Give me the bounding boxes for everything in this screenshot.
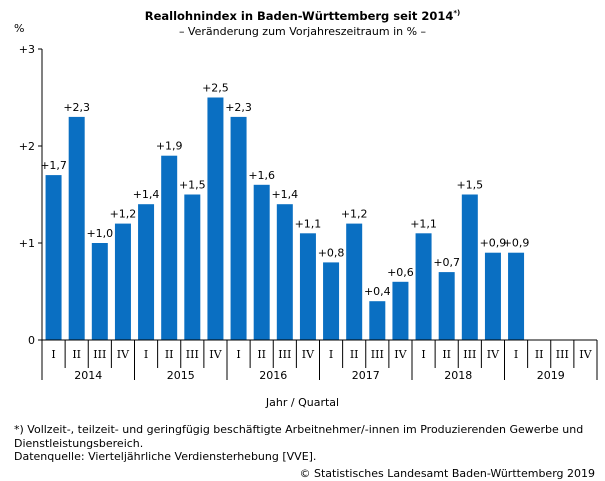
quarter-label: IV [302,348,315,361]
quarter-label: II [165,348,174,361]
value-label: +1,2 [110,208,137,221]
y-axis-unit-label: % [14,22,25,35]
quarter-label: I [329,348,333,361]
year-label: 2015 [167,369,195,382]
quarter-label: III [371,348,384,361]
quarter-label: II [257,348,266,361]
y-tick-label: +2 [19,140,35,153]
value-label: +0,8 [318,246,345,259]
bar [508,252,525,340]
bar [91,243,108,340]
data-source: Datenquelle: Vierteljährliche Verdienste… [14,450,317,463]
quarter-label: III [278,348,291,361]
bar [114,223,131,340]
bar [207,97,224,340]
bar [346,223,363,340]
bar [461,194,478,340]
value-labels: +1,7 +2,3 +1,0 +1,2 +1,4 +1,9 +1,5 +2,5 +2,3 +1,6… [40,82,529,299]
copyright: © Statistisches Landesamt Baden-Württemb… [299,467,595,480]
quarter-label: II [442,348,451,361]
bar [45,175,62,340]
quarter-label: III [93,348,106,361]
quarter-label: I [144,348,148,361]
bar [276,204,293,340]
footnote: *) Vollzeit-, teilzeit- und geringfügig … [14,423,584,450]
quarter-label: III [463,348,476,361]
chart-title: Reallohnindex in Baden-Württemberg seit … [144,9,461,23]
bar [392,281,409,340]
y-tick-label: +3 [19,43,35,56]
quarter-label: III [556,348,569,361]
year-label: 2014 [74,369,102,382]
value-label: +0,4 [364,285,391,298]
value-label: +2,3 [63,101,90,114]
quarter-label: I [51,348,55,361]
value-label: +1,1 [410,217,437,230]
y-tick-label: +1 [19,237,35,250]
quarter-label: II [72,348,81,361]
value-label: +1,4 [271,188,298,201]
value-label: +1,5 [456,179,483,192]
quarter-label: II [350,348,359,361]
bar [484,252,501,340]
quarter-label: I [421,348,425,361]
bar [138,204,155,340]
value-label: +1,4 [133,188,160,201]
quarter-label: IV [394,348,407,361]
value-label: +1,0 [86,227,113,240]
quarter-label: IV [579,348,592,361]
bar [68,116,85,341]
bar [323,262,340,340]
bar [438,272,455,340]
value-label: +0,9 [503,237,530,250]
value-label: +1,7 [40,159,67,172]
bar [415,233,432,340]
year-label: 2019 [537,369,565,382]
bar [299,233,316,340]
quarter-label: II [535,348,544,361]
value-label: +1,9 [156,140,183,153]
y-tick-label: 0 [28,334,35,347]
bar [369,301,386,340]
year-label: 2017 [352,369,380,382]
chart-subtitle: – Veränderung zum Vorjahreszeitraum in %… [178,25,427,38]
title-footnote-mark: *) [453,9,461,18]
y-axis-ticks: 0 +1 +2 +3 [19,43,43,347]
value-label: +2,5 [202,82,229,95]
value-label: +1,2 [341,208,368,221]
quarter-label: IV [209,348,222,361]
bar [253,184,270,340]
value-label: +0,7 [433,256,460,269]
value-label: +1,5 [179,179,206,192]
quarter-label: III [186,348,199,361]
bar [161,155,178,340]
year-label: 2018 [444,369,472,382]
bar [230,116,247,341]
quarter-label: IV [487,348,500,361]
x-axis-title: Jahr / Quartal [265,396,340,409]
quarter-label: I [514,348,518,361]
value-label: +0,6 [387,266,414,279]
year-label: 2016 [259,369,287,382]
value-label: +1,6 [248,169,275,182]
bars [45,97,525,341]
value-label: +0,9 [480,237,507,250]
quarter-label: I [236,348,240,361]
value-label: +1,1 [295,217,322,230]
value-label: +2,3 [225,101,252,114]
x-axis: I II III IV I II III IV I II III IV I II III IV I II III IV… [41,339,598,382]
bar [184,194,201,340]
quarter-label: IV [117,348,130,361]
